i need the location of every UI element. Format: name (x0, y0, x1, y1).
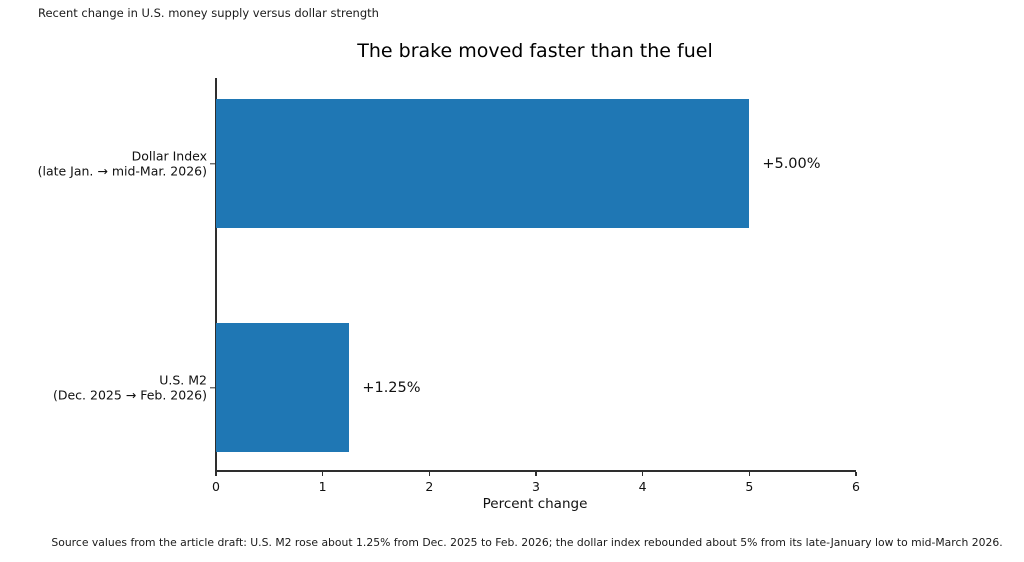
x-axis-line (215, 470, 856, 472)
x-tick-mark (855, 471, 857, 476)
bar-us-m2 (216, 323, 350, 452)
bar-row-us-m2: U.S. M2 (Dec. 2025 → Feb. 2026) +1.25% (0, 323, 1024, 452)
bar-row-dollar-index: Dollar Index (late Jan. → mid-Mar. 2026)… (0, 99, 1024, 228)
x-tick-mark (428, 471, 431, 476)
figure-annotation: Recent change in U.S. money supply versu… (38, 6, 379, 20)
x-tick-label: 6 (852, 478, 860, 494)
y-axis-category-label: Dollar Index (late Jan. → mid-Mar. 2026) (0, 148, 207, 179)
x-axis-ticks: 0 1 2 3 4 5 6 (212, 470, 860, 510)
x-tick-label: 0 (212, 478, 220, 494)
x-tick-label: 2 (425, 478, 434, 494)
x-tick-mark (641, 471, 644, 476)
bar-value-label: +1.25% (362, 379, 421, 396)
source-note: Source values from the article draft: U.… (51, 536, 1003, 549)
x-tick-mark (215, 471, 217, 476)
x-tick-mark (535, 471, 537, 476)
bar-chart: Dollar Index (late Jan. → mid-Mar. 2026)… (0, 78, 1024, 512)
category-label-line2: (Dec. 2025 → Feb. 2026) (52, 387, 207, 403)
x-tick-mark (321, 471, 324, 476)
bar-dollar-index (216, 99, 750, 228)
x-tick-label: 4 (638, 478, 647, 494)
bar-value-label: +5.00% (762, 155, 821, 172)
y-axis-line (215, 78, 217, 471)
category-label-line2: (late Jan. → mid-Mar. 2026) (37, 163, 207, 179)
y-axis-category-label: U.S. M2 (Dec. 2025 → Feb. 2026) (0, 372, 207, 403)
y-axis-tick (210, 386, 215, 389)
x-tick-mark (748, 471, 751, 476)
y-axis-tick (210, 162, 215, 165)
category-label-line1: U.S. M2 (159, 372, 207, 387)
x-tick-label: 3 (532, 478, 540, 494)
x-tick-label: 5 (745, 478, 754, 494)
chart-title: The brake moved faster than the fuel (357, 40, 713, 62)
x-tick-label: 1 (318, 478, 327, 494)
category-label-line1: Dollar Index (131, 148, 207, 163)
x-axis-title: Percent change (482, 496, 588, 512)
